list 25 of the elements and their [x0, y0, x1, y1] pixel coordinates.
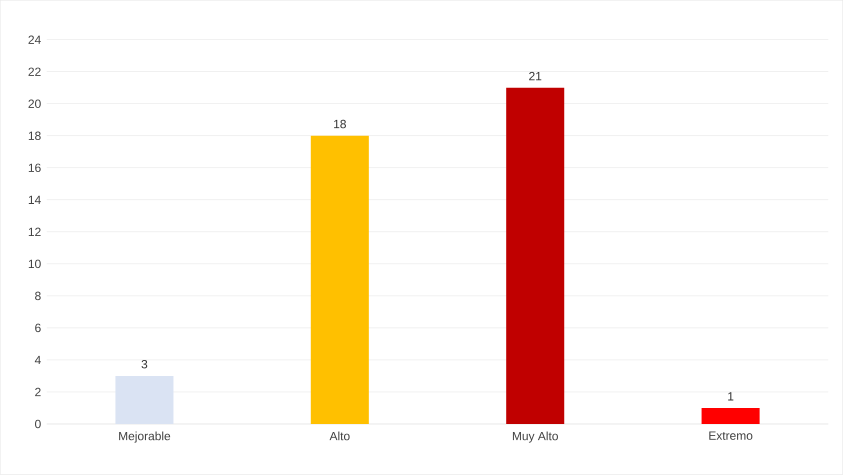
bar [506, 88, 564, 424]
data-label: 3 [142, 360, 148, 369]
y-tick-label: 0 [35, 420, 41, 428]
y-tick-label: 20 [28, 100, 41, 108]
x-tick-label: Alto [330, 432, 350, 440]
y-tick-label: 16 [28, 164, 41, 172]
x-tick-label: Muy Alto [512, 432, 558, 443]
y-tick-label: 22 [28, 68, 41, 76]
data-label: 1 [728, 392, 734, 401]
y-tick-label: 10 [28, 260, 41, 268]
y-tick-label: 2 [35, 388, 41, 396]
bar [115, 376, 174, 424]
data-label: 21 [529, 72, 542, 80]
y-tick-label: 8 [35, 292, 41, 300]
y-tick-label: 12 [28, 228, 41, 236]
y-tick-label: 18 [28, 132, 41, 140]
data-label: 18 [334, 120, 346, 128]
bar [702, 408, 760, 424]
y-tick-label: 24 [28, 36, 41, 44]
bar [310, 136, 369, 424]
y-tick-label: 6 [35, 324, 41, 332]
y-tick-label: 4 [34, 356, 41, 364]
y-tick-label: 14 [28, 196, 41, 204]
x-tick-label: Extremo [709, 432, 752, 440]
x-tick-label: Mejorable [119, 432, 170, 443]
